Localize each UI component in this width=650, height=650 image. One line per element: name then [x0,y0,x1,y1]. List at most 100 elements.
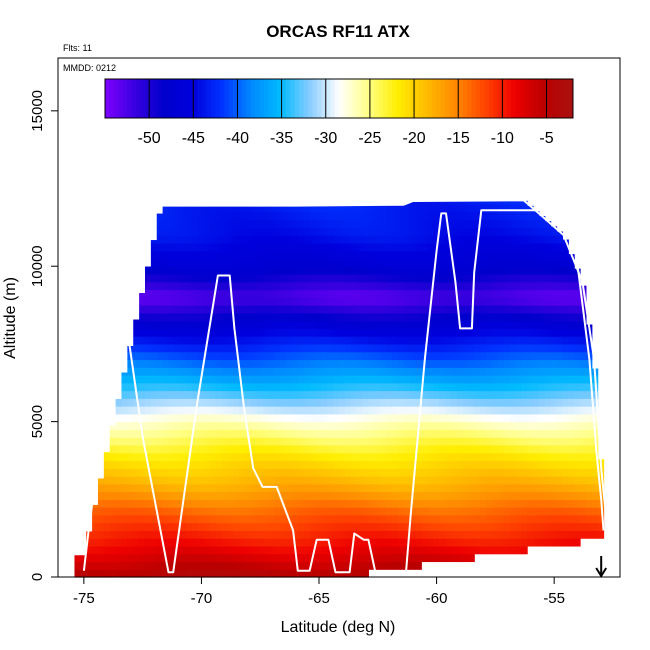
heatmap-cell [344,444,352,454]
heatmap-cell [244,273,252,283]
heatmap-cell [556,359,563,368]
heatmap-cell [127,359,134,368]
heatmap-cell [327,343,334,353]
heatmap-cell [386,312,393,322]
heatmap-cell [156,413,164,423]
heatmap-cell [497,305,505,314]
heatmap-cell [380,211,387,221]
heatmap-cell [221,219,228,228]
heatmap-cell [321,429,328,438]
heatmap-cell [145,406,152,415]
heatmap-cell [227,320,234,329]
colorbar-cell [378,79,384,118]
heatmap-cell [391,522,399,531]
heatmap-cell [527,205,534,213]
heatmap-cell [174,312,181,322]
heatmap-cell [597,530,605,539]
heatmap-cell [485,382,493,392]
heatmap-cell [274,499,281,508]
heatmap-cell [268,398,275,407]
heatmap-cell [221,390,228,399]
heatmap-cell [280,406,287,415]
heatmap-cell [403,219,411,228]
heatmap-cell [568,305,575,314]
heatmap-cell [239,460,246,469]
heatmap-cell [574,382,581,392]
heatmap-cell [221,351,228,361]
heatmap-cell [515,227,522,236]
heatmap-cell [438,336,446,345]
heatmap-cell [262,468,270,477]
heatmap-cell [503,507,511,516]
heatmap-cell [409,476,417,485]
heatmap-cell [462,305,469,314]
heatmap-cell [303,530,311,539]
heatmap-cell [274,374,281,384]
heatmap-cell [192,444,199,454]
heatmap-cell [433,499,440,508]
heatmap-cell [127,437,134,446]
heatmap-cell [362,273,369,283]
heatmap-cell [580,328,587,337]
heatmap-cell [256,250,264,260]
heatmap-cell [286,499,293,508]
heatmap-cell [145,351,152,361]
heatmap-cell [303,219,311,228]
heatmap-cell [362,530,369,539]
heatmap-cell [286,328,293,337]
heatmap-cell [368,444,375,454]
heatmap-cell [280,289,287,298]
heatmap-cell [221,491,228,500]
heatmap-cell [568,351,575,361]
heatmap-cell [309,359,317,368]
heatmap-cell [485,351,493,361]
heatmap-cell [444,343,452,353]
heatmap-cell [485,289,493,298]
heatmap-cell [456,507,464,516]
heatmap-cell [321,514,328,524]
heatmap-cell [386,336,393,345]
heatmap-cell [109,429,117,438]
heatmap-cell [186,390,193,399]
heatmap-cell [262,553,270,563]
heatmap-cell [256,258,264,267]
heatmap-cell [568,413,575,423]
heatmap-cell [227,390,234,399]
heatmap-cell [286,374,293,384]
heatmap-cell [215,281,223,291]
heatmap-cell [350,561,358,570]
heatmap-cell [403,398,411,407]
heatmap-cell [515,343,522,353]
heatmap-cell [339,561,346,570]
heatmap-cell [444,460,452,469]
heatmap-cell [156,553,164,563]
heatmap-cell [374,460,381,469]
heatmap-cell [174,468,181,477]
heatmap-cell [362,569,369,578]
heatmap-cell [180,421,187,430]
heatmap-cell [150,468,158,477]
heatmap-cell [403,312,411,322]
heatmap-cell [109,545,117,555]
heatmap-cell [509,390,516,399]
heatmap-cell [197,242,205,252]
heatmap-cell [386,250,393,260]
heatmap-cell [180,312,187,322]
heatmap-cell [291,553,299,563]
heatmap-cell [203,205,211,213]
x-tick-label: -70 [191,590,213,607]
heatmap-cell [344,561,352,570]
heatmap-cell [291,483,299,493]
heatmap-cell [533,367,540,376]
heatmap-cell [268,266,275,275]
heatmap-cell [374,289,381,298]
heatmap-cell [145,499,152,508]
heatmap-cell [309,351,317,361]
heatmap-cell [174,258,181,267]
heatmap-cell [268,553,275,563]
heatmap-cell [203,374,211,384]
heatmap-cell [409,250,417,260]
heatmap-cell [192,219,199,228]
heatmap-cell [421,499,428,508]
heatmap-cell [244,421,252,430]
